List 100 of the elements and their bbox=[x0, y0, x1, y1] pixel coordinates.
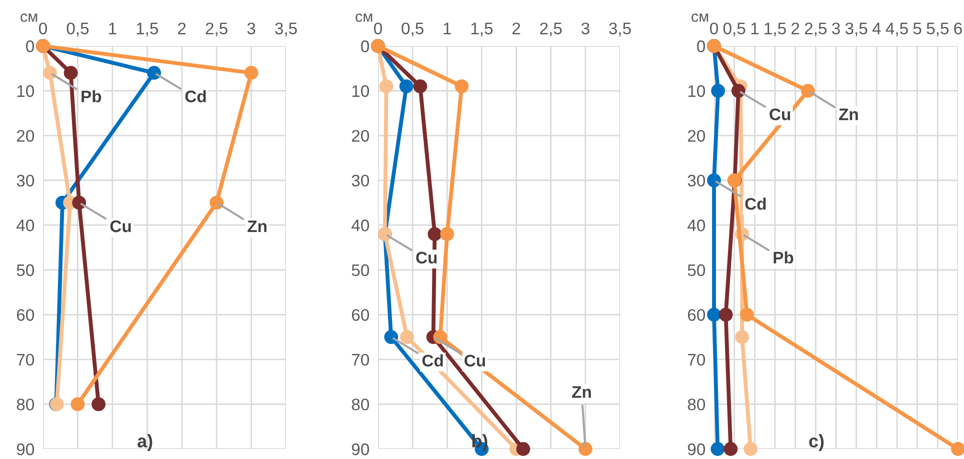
x-tick-label: 0,5 bbox=[402, 22, 424, 36]
y-tick-label: 40 bbox=[16, 220, 34, 232]
x-tick-label: 1 bbox=[109, 22, 116, 34]
point bbox=[147, 66, 162, 80]
x-tick-label: 1,5 bbox=[764, 22, 786, 36]
y-tick-label: 80 bbox=[352, 398, 370, 410]
annotation: Cd bbox=[745, 198, 766, 210]
y-tick-label: 20 bbox=[352, 130, 370, 142]
point bbox=[43, 66, 57, 80]
y-tick-label: 30 bbox=[688, 174, 706, 187]
point bbox=[440, 227, 454, 242]
y-tick-label: 60 bbox=[352, 309, 370, 321]
x-tick-label: 0 bbox=[374, 22, 382, 34]
point bbox=[516, 442, 530, 456]
x-tick-label: 3 bbox=[247, 22, 256, 34]
x-tick-label: 2 bbox=[512, 22, 520, 34]
y-tick-label: 10 bbox=[17, 85, 34, 97]
x-tick-label: 2,5 bbox=[540, 22, 562, 36]
point bbox=[400, 330, 414, 344]
y-tick-label: 30 bbox=[16, 174, 34, 187]
x-tick-label: 1 bbox=[751, 22, 758, 34]
x-tick-label: 6 bbox=[954, 22, 962, 34]
y-tick-label: 90 bbox=[688, 443, 706, 456]
y-tick-label: 50 bbox=[688, 264, 706, 276]
point bbox=[399, 79, 414, 94]
y-tick-label: 70 bbox=[688, 354, 706, 366]
point bbox=[711, 84, 726, 98]
y-tick-label: 10 bbox=[688, 85, 706, 97]
x-tick-label: 3 bbox=[832, 22, 840, 34]
y-tick-label: 40 bbox=[688, 220, 706, 232]
point bbox=[710, 442, 725, 456]
y-tick-label: 80 bbox=[16, 398, 34, 410]
annotation: Zn bbox=[572, 386, 591, 398]
x-tick-label: 3,5 bbox=[275, 22, 297, 36]
point bbox=[800, 84, 815, 98]
point bbox=[454, 79, 469, 94]
point bbox=[731, 84, 746, 98]
point bbox=[724, 442, 738, 456]
y-axis-title: см bbox=[356, 14, 372, 22]
x-tick-label: 3 bbox=[581, 22, 590, 34]
y-tick-label: 80 bbox=[688, 398, 706, 410]
y-tick-label: 20 bbox=[16, 130, 34, 142]
point bbox=[951, 442, 964, 456]
x-tick-label: 5,5 bbox=[926, 22, 949, 36]
x-tick-label: 5 bbox=[913, 22, 922, 34]
point bbox=[578, 442, 592, 456]
point bbox=[64, 66, 78, 80]
y-tick-label: 40 bbox=[352, 220, 370, 232]
x-tick-label: 0,5 bbox=[723, 22, 746, 36]
y-tick-label: 0 bbox=[361, 40, 370, 52]
point bbox=[428, 227, 442, 242]
x-tick-label: 2 bbox=[792, 22, 800, 34]
x-tick-label: 2,5 bbox=[804, 22, 827, 36]
annotation: Cu bbox=[464, 354, 485, 367]
y-tick-label: 50 bbox=[16, 264, 34, 276]
y-tick-label: 90 bbox=[352, 443, 370, 456]
x-tick-label: 2,5 bbox=[206, 22, 228, 36]
annotation: Cu bbox=[110, 220, 131, 232]
annotation: Pb bbox=[774, 251, 794, 264]
point bbox=[744, 442, 758, 456]
y-tick-label: 50 bbox=[352, 264, 370, 276]
y-axis-title: см bbox=[692, 14, 708, 22]
point bbox=[384, 330, 398, 344]
annotation: Pb bbox=[82, 90, 102, 102]
annotation: Cu bbox=[770, 108, 790, 120]
point bbox=[92, 397, 106, 412]
y-tick-label: 0 bbox=[26, 40, 34, 52]
annotation: Cd bbox=[422, 354, 443, 367]
y-tick-label: 30 bbox=[352, 174, 370, 187]
x-tick-label: 3,5 bbox=[845, 22, 868, 36]
x-tick-label: 0 bbox=[39, 22, 47, 34]
annotation: Cu bbox=[416, 252, 437, 264]
annotation: a) bbox=[138, 434, 152, 452]
y-tick-label: 10 bbox=[352, 85, 370, 97]
point bbox=[718, 308, 733, 322]
point bbox=[210, 196, 224, 210]
x-tick-label: 4,5 bbox=[886, 22, 908, 36]
x-tick-label: 1,5 bbox=[471, 22, 493, 36]
x-tick-label: 0 bbox=[710, 22, 718, 34]
point bbox=[707, 173, 721, 188]
annotation: Cd bbox=[185, 90, 206, 102]
x-tick-label: 1,5 bbox=[136, 22, 158, 36]
point bbox=[707, 308, 721, 322]
y-tick-label: 20 bbox=[688, 130, 706, 142]
y-tick-label: 90 bbox=[16, 443, 34, 456]
point bbox=[740, 308, 754, 322]
point bbox=[72, 196, 86, 210]
annotation: c) bbox=[809, 434, 824, 452]
x-tick-label: 0,5 bbox=[66, 22, 89, 36]
annotation: Zn bbox=[248, 220, 266, 232]
x-tick-label: 3,5 bbox=[609, 22, 631, 36]
annotation: Zn bbox=[838, 108, 858, 120]
point bbox=[70, 397, 85, 412]
y-tick-label: 70 bbox=[16, 354, 34, 366]
y-tick-label: 70 bbox=[352, 354, 370, 366]
y-tick-label: 0 bbox=[697, 40, 706, 52]
point bbox=[244, 66, 258, 80]
x-tick-label: 4 bbox=[872, 22, 881, 34]
x-tick-label: 2 bbox=[178, 22, 186, 34]
y-tick-label: 60 bbox=[688, 309, 706, 321]
